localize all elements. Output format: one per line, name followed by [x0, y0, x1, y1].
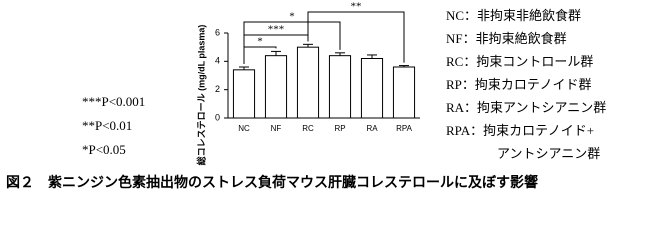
bar — [328, 55, 352, 119]
x-tick-label: RA — [366, 124, 378, 133]
y-tick-label: 4 — [215, 56, 220, 66]
significance-bracket — [307, 11, 405, 63]
x-tick-label: RC — [302, 124, 314, 133]
p-value-note: ***P<0.001 — [82, 94, 145, 109]
significance-bracket — [243, 21, 341, 64]
bar — [360, 58, 384, 119]
y-tick-label: 2 — [215, 84, 220, 94]
x-tick-label: RPA — [396, 124, 413, 133]
significance-label: ** — [351, 1, 362, 13]
y-tick-label: 0 — [215, 112, 220, 122]
page: {"chart_data": {"type": "bar", "title": … — [6, 0, 607, 192]
y-tick-label: 6 — [215, 27, 220, 37]
x-tick-label: RP — [334, 124, 345, 133]
group-note: アントシアニン群 — [497, 146, 600, 161]
group-note: RC：拘束コントロール群 — [446, 54, 593, 69]
bar — [264, 55, 288, 119]
group-note: RPA：拘束カロテノイド+ — [446, 123, 594, 138]
group-note: RA：拘束アントシアニン群 — [446, 100, 606, 115]
caption: 図２ 紫ニンジン色素抽出物のストレス負荷マウス肝臓コレステロールに及ぼす影響 — [6, 174, 538, 191]
p-value-note: *P<0.05 — [82, 142, 126, 157]
significance-label: * — [257, 36, 263, 48]
group-note: RP：拘束カロテノイド群 — [446, 77, 592, 92]
figure: 図２ 紫ニンジン色素抽出物のストレス負荷マウス肝臓コレステロールに及ぼす影響 総… — [6, 1, 606, 192]
p-value-note: **P<0.01 — [82, 118, 132, 133]
significance-label: * — [289, 11, 295, 23]
bar — [296, 46, 320, 119]
significance-label: *** — [268, 24, 285, 36]
group-note: NC：非拘束非絶飲食群 — [446, 8, 581, 23]
bar — [392, 66, 416, 119]
x-tick-label: NC — [238, 124, 250, 133]
bar — [232, 69, 256, 119]
x-tick-label: NF — [271, 124, 282, 133]
group-note: NF：非拘束絶飲食群 — [446, 31, 567, 46]
y-axis-label: 総コレステロール (mg/dL plasma) — [195, 25, 206, 166]
